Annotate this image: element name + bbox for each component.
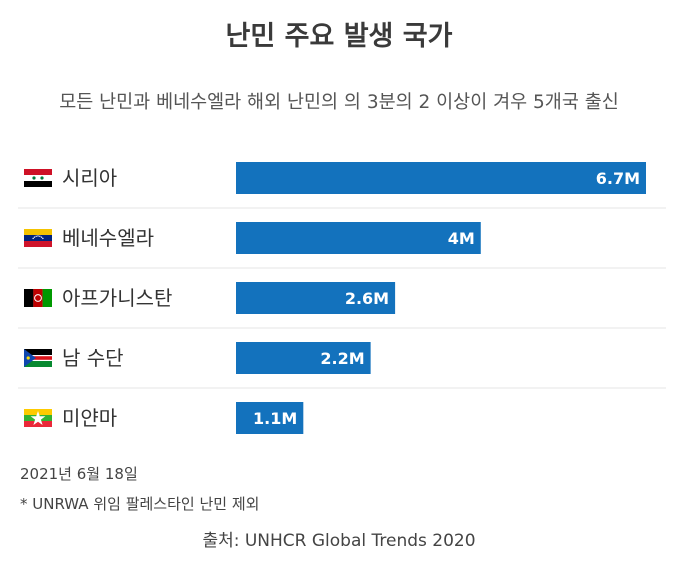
afghanistan-flag-icon [24,289,52,307]
syria-flag-icon [24,169,52,187]
source-label: 출처: UNHCR Global Trends 2020 [202,531,476,551]
data-label: 1.1M [253,409,297,428]
data-label: 2.6M [345,289,389,308]
bar [236,342,371,374]
date-label: 2021년 6월 18일 [20,465,138,483]
data-label: 4M [448,229,475,248]
venezuela-flag-icon [24,229,52,247]
footnote: * UNRWA 위임 팔레스타인 난민 제외 [20,495,260,513]
chart-subtitle: 모든 난민과 베네수엘라 해외 난민의 의 3분의 2 이상이 겨우 5개국 출… [59,92,619,113]
bar-chart: 시리아 6.7M 베네수엘라 4M 아프가니스탄 2.6M 남 수단 2.2M 미얀마 1.1M [18,162,666,434]
bar [236,222,481,254]
south-sudan-flag-icon [24,349,52,367]
data-label: 6.7M [596,169,640,188]
category-label: 시리아 [62,166,117,190]
category-label: 아프가니스탄 [62,286,172,310]
category-label: 미얀마 [62,406,117,430]
bar [236,282,396,314]
category-label: 남 수단 [62,346,124,370]
category-label: 베네수엘라 [62,226,154,250]
chart-title: 난민 주요 발생 국가 [225,21,453,52]
data-label: 2.2M [320,349,364,368]
myanmar-flag-icon [24,409,52,427]
bar [236,402,304,434]
bar [236,162,646,194]
